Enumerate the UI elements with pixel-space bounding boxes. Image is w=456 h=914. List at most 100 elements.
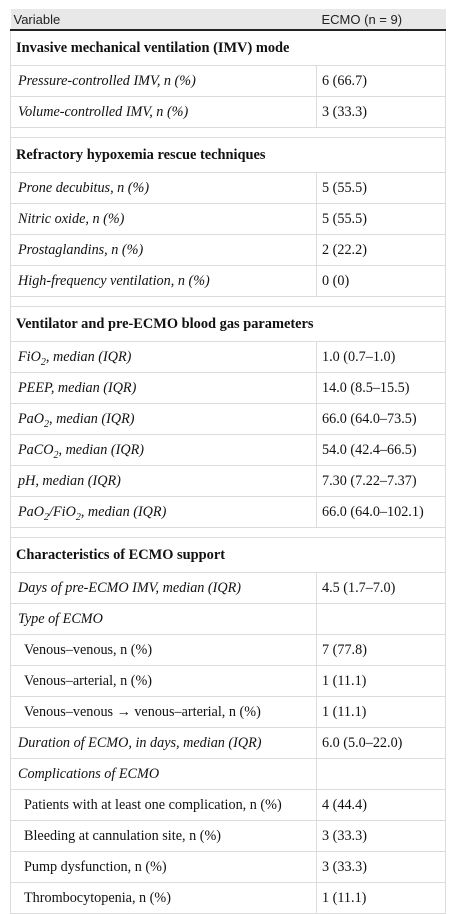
row-value: 3 (33.3) [316,851,446,883]
row-value: 4.5 (1.7–7.0) [316,572,446,604]
section-title-blood-gas: Ventilator and pre-ECMO blood gas parame… [10,306,446,342]
row-label: Type of ECMO [10,603,317,635]
table-row: PaCO2, median (IQR) 54.0 (42.4–66.5) [10,434,446,466]
row-value: 5 (55.5) [316,172,446,204]
section-title-ecmo-support: Characteristics of ECMO support [10,537,446,573]
row-label: Patients with at least one complication,… [10,789,317,821]
row-label: High-frequency ventilation, n (%) [10,265,317,297]
label-part: /FiO [49,503,76,520]
column-header-variable: Variable [10,9,317,31]
ecmo-characteristics-table: Variable ECMO (n = 9) Invasive mechanica… [10,9,446,914]
table-row: Days of pre-ECMO IMV, median (IQR) 4.5 (… [10,572,446,604]
table-row: Pressure-controlled IMV, n (%) 6 (66.7) [10,65,446,97]
table-row: Prone decubitus, n (%) 5 (55.5) [10,172,446,204]
table-row: Volume-controlled IMV, n (%) 3 (33.3) [10,96,446,128]
row-label: PaCO2, median (IQR) [10,434,317,466]
row-value: 0 (0) [316,265,446,297]
table-row: Complications of ECMO [10,758,446,790]
table-row: Venous–venous → venous–arterial, n (%) 1… [10,696,446,728]
row-label: Pressure-controlled IMV, n (%) [10,65,317,97]
row-label: Prostaglandins, n (%) [10,234,317,266]
spacer-cell [10,296,446,307]
table-row: Patients with at least one complication,… [10,789,446,821]
table-row: Thrombocytopenia, n (%) 1 (11.1) [10,882,446,914]
spacer-cell [10,527,446,538]
row-label: PaO2/FiO2, median (IQR) [10,496,317,528]
table-row: PaO2/FiO2, median (IQR) 66.0 (64.0–102.1… [10,496,446,528]
row-value: 1 (11.1) [316,665,446,697]
row-label: PaO2, median (IQR) [10,403,317,435]
row-label: FiO2, median (IQR) [10,341,317,373]
row-value: 1.0 (0.7–1.0) [316,341,446,373]
row-label: Pump dysfunction, n (%) [10,851,317,883]
row-label: pH, median (IQR) [10,465,317,497]
column-header-ecmo: ECMO (n = 9) [316,9,446,31]
section-title-imv-mode: Invasive mechanical ventilation (IMV) mo… [10,30,446,66]
label-part: PaO [18,503,45,520]
table-row: PaO2, median (IQR) 66.0 (64.0–73.5) [10,403,446,435]
section-header-row: Characteristics of ECMO support [10,537,446,573]
row-value: 1 (11.1) [316,696,446,728]
row-label: Bleeding at cannulation site, n (%) [10,820,317,852]
label-part: , median (IQR) [80,503,167,520]
row-value: 4 (44.4) [316,789,446,821]
row-value: 6 (66.7) [316,65,446,97]
label-part: , median (IQR) [58,441,144,458]
row-value: 3 (33.3) [316,96,446,128]
row-value: 1 (11.1) [316,882,446,914]
spacer-cell [10,127,446,138]
table-row: Nitric oxide, n (%) 5 (55.5) [10,203,446,235]
table-header-row: Variable ECMO (n = 9) [10,9,446,31]
row-value: 5 (55.5) [316,203,446,235]
table-row: Bleeding at cannulation site, n (%) 3 (3… [10,820,446,852]
label-part: PaCO [18,441,54,458]
table-row: Venous–venous, n (%) 7 (77.8) [10,634,446,666]
label-part: , median (IQR) [45,348,132,365]
section-spacer [10,296,446,307]
table-row: pH, median (IQR) 7.30 (7.22–7.37) [10,465,446,497]
label-subscript: 2 [44,418,50,430]
label-part: FiO [18,348,41,365]
label-subscript: 2 [75,511,81,523]
row-label: Venous–arterial, n (%) [10,665,317,697]
table-row: Pump dysfunction, n (%) 3 (33.3) [10,851,446,883]
table-row: High-frequency ventilation, n (%) 0 (0) [10,265,446,297]
section-header-row: Refractory hypoxemia rescue techniques [10,137,446,173]
row-label: Duration of ECMO, in days, median (IQR) [10,727,317,759]
row-label: Days of pre-ECMO IMV, median (IQR) [10,572,317,604]
section-header-row: Ventilator and pre-ECMO blood gas parame… [10,306,446,342]
row-label: Prone decubitus, n (%) [10,172,317,204]
section-spacer [10,527,446,538]
row-label: Volume-controlled IMV, n (%) [10,96,317,128]
label-subscript: 2 [44,511,50,523]
label-subscript: 2 [53,449,59,461]
section-header-row: Invasive mechanical ventilation (IMV) mo… [10,30,446,66]
row-value [316,603,446,635]
row-value: 7.30 (7.22–7.37) [316,465,446,497]
row-value: 7 (77.8) [316,634,446,666]
table-row: Venous–arterial, n (%) 1 (11.1) [10,665,446,697]
section-title-rescue-techniques: Refractory hypoxemia rescue techniques [10,137,446,173]
section-spacer [10,127,446,138]
table-row: PEEP, median (IQR) 14.0 (8.5–15.5) [10,372,446,404]
row-value: 3 (33.3) [316,820,446,852]
row-value: 66.0 (64.0–102.1) [316,496,446,528]
label-part: , median (IQR) [49,410,135,427]
row-label: Thrombocytopenia, n (%) [10,882,317,914]
table-row: Duration of ECMO, in days, median (IQR) … [10,727,446,759]
row-value: 66.0 (64.0–73.5) [316,403,446,435]
row-value: 2 (22.2) [316,234,446,266]
label-part: PaO [18,410,45,427]
row-label: PEEP, median (IQR) [10,372,317,404]
row-value: 54.0 (42.4–66.5) [316,434,446,466]
ecmo-table-container: Variable ECMO (n = 9) Invasive mechanica… [10,9,446,914]
row-value: 6.0 (5.0–22.0) [316,727,446,759]
row-value: 14.0 (8.5–15.5) [316,372,446,404]
label-subscript: 2 [40,356,46,368]
row-label: Venous–venous, n (%) [10,634,317,666]
row-label: Venous–venous → venous–arterial, n (%) [10,696,317,728]
table-row: Prostaglandins, n (%) 2 (22.2) [10,234,446,266]
table-row: FiO2, median (IQR) 1.0 (0.7–1.0) [10,341,446,373]
table-row: Type of ECMO [10,603,446,635]
row-label: Complications of ECMO [10,758,317,790]
